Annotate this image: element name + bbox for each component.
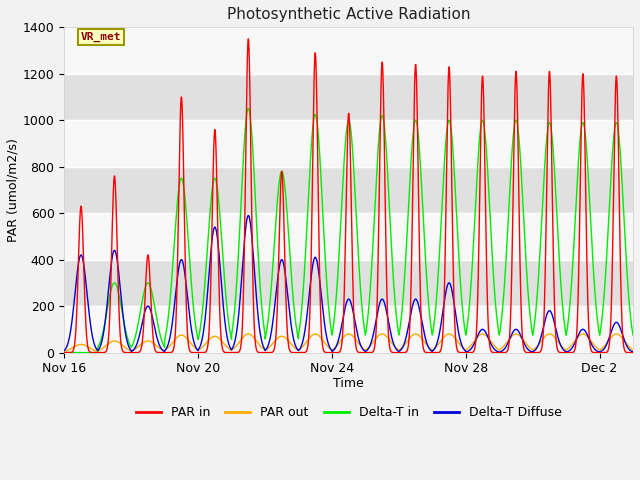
Delta-T in (116, 299, 124, 304)
Title: Photosynthetic Active Radiation: Photosynthetic Active Radiation (227, 7, 470, 22)
Delta-T Diffuse (244, 213, 252, 218)
PAR in (60, 349, 68, 355)
PAR in (127, 349, 135, 355)
Delta-T in (629, 332, 637, 338)
Delta-T in (428, 330, 436, 336)
Line: PAR out: PAR out (64, 334, 633, 351)
Delta-T in (60, 349, 68, 355)
Legend: PAR in, PAR out, Delta-T in, Delta-T Diffuse: PAR in, PAR out, Delta-T in, Delta-T Dif… (131, 401, 566, 424)
Delta-T Diffuse (536, 337, 544, 343)
Delta-T Diffuse (143, 304, 151, 310)
Delta-T Diffuse (462, 349, 470, 355)
PAR in (116, 333, 124, 338)
Bar (64, 74, 633, 120)
PAR in (428, 349, 436, 355)
Line: Delta-T Diffuse: Delta-T Diffuse (64, 216, 633, 352)
Text: VR_met: VR_met (81, 32, 122, 42)
Delta-T in (190, 309, 198, 314)
Delta-T Diffuse (190, 339, 198, 345)
Delta-T in (536, 250, 544, 255)
Bar (64, 213, 633, 260)
Delta-T Diffuse (116, 286, 124, 291)
Bar (64, 120, 633, 167)
Delta-T in (244, 106, 252, 111)
Line: Delta-T in: Delta-T in (64, 108, 633, 352)
PAR in (527, 349, 535, 355)
PAR in (244, 36, 252, 42)
Delta-T Diffuse (629, 349, 637, 355)
PAR in (190, 349, 198, 355)
PAR out (536, 340, 544, 346)
PAR out (629, 347, 637, 353)
PAR out (116, 340, 124, 346)
PAR out (527, 346, 535, 352)
X-axis label: Time: Time (333, 377, 364, 390)
PAR in (143, 256, 151, 262)
PAR out (428, 347, 436, 353)
Delta-T Diffuse (428, 348, 436, 354)
Delta-T Diffuse (60, 348, 68, 353)
Delta-T in (527, 324, 535, 329)
Bar (64, 306, 633, 352)
PAR in (536, 349, 544, 355)
PAR in (629, 349, 637, 355)
Bar (64, 27, 633, 74)
PAR out (143, 338, 151, 344)
PAR out (190, 344, 198, 350)
PAR out (244, 331, 252, 337)
Delta-T Diffuse (527, 349, 535, 355)
Delta-T in (143, 280, 151, 286)
Y-axis label: PAR (umol/m2/s): PAR (umol/m2/s) (7, 138, 20, 242)
Line: PAR in: PAR in (64, 39, 633, 352)
Bar (64, 260, 633, 306)
Bar (64, 167, 633, 213)
PAR out (60, 348, 68, 354)
